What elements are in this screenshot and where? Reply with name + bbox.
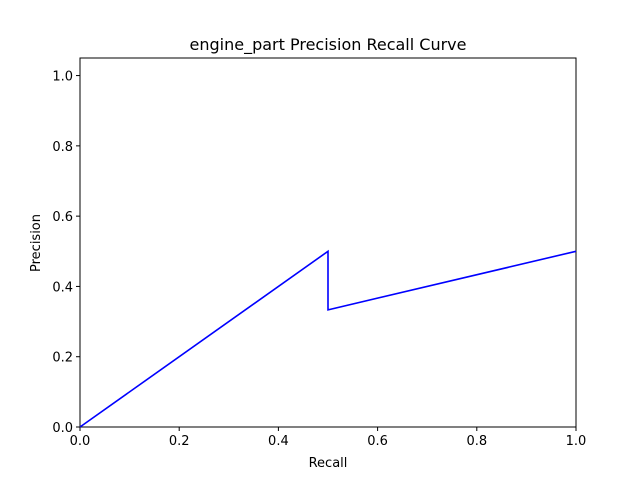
chart-title: engine_part Precision Recall Curve: [190, 35, 467, 55]
y-tick-label: 0.0: [52, 421, 73, 436]
x-axis-ticks: 0.0 0.2 0.4 0.6 0.8 1.0: [70, 427, 587, 449]
y-tick-label: 0.2: [52, 351, 73, 366]
x-tick-label: 0.0: [70, 434, 91, 449]
y-tick-label: 0.6: [52, 210, 73, 225]
y-tick-label: 1.0: [52, 70, 73, 85]
x-tick-label: 0.4: [268, 434, 289, 449]
y-axis-label: Precision: [29, 214, 44, 272]
plot-area: [79, 57, 577, 428]
pr-curve-line: [79, 249, 577, 428]
plot-frame: [79, 57, 577, 428]
series-layer: [79, 249, 577, 428]
x-tick-label: 0.6: [367, 434, 388, 449]
y-tick-label: 0.8: [52, 140, 73, 155]
x-tick-label: 0.2: [169, 434, 190, 449]
y-axis-ticks: 0.0 0.2 0.4 0.6 0.8 1.0: [52, 70, 80, 436]
y-tick-label: 0.4: [52, 280, 73, 295]
x-tick-label: 1.0: [566, 434, 587, 449]
x-tick-label: 0.8: [466, 434, 487, 449]
x-axis-label: Recall: [309, 456, 348, 471]
